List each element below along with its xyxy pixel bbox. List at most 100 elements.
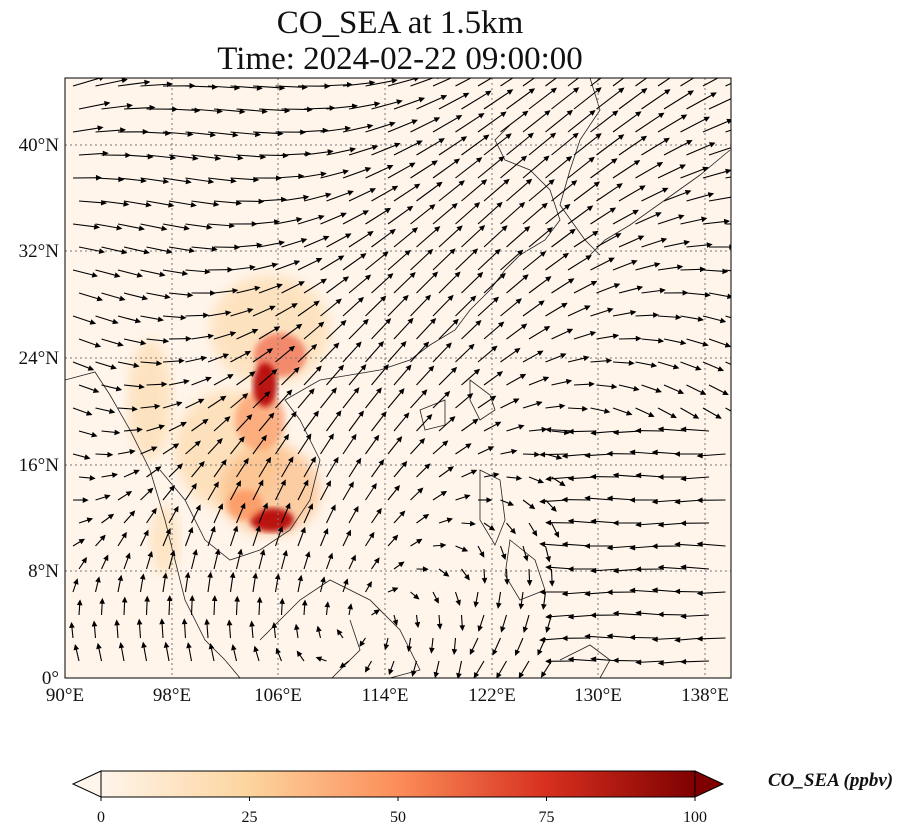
wind-arrow-shaft	[618, 88, 647, 110]
wind-arrow-head	[170, 154, 177, 161]
wind-arrow-head	[240, 502, 246, 510]
wind-arrow-head	[89, 475, 96, 481]
wind-arrow-shaft	[596, 183, 623, 202]
wind-arrow-head	[189, 594, 195, 601]
wind-arrow-head	[475, 319, 482, 327]
wind-arrow-head	[411, 670, 417, 677]
wind-arrow-shaft	[658, 613, 687, 616]
wind-arrow-head	[382, 364, 389, 371]
wind-arrow-shaft	[371, 143, 400, 156]
wind-arrow-head	[590, 518, 597, 525]
wind-arrow-head	[451, 648, 458, 655]
wind-arrow-head	[470, 295, 477, 302]
wind-arrow-head	[303, 194, 310, 201]
wind-arrow-head	[473, 368, 481, 375]
wind-arrow-head	[550, 87, 557, 94]
wind-arrow-head	[511, 448, 518, 455]
wind-arrow-shaft	[551, 87, 579, 110]
wind-arrow-head	[528, 503, 536, 510]
wind-arrow-head	[121, 78, 128, 84]
wind-arrow-head	[378, 459, 385, 466]
wind-arrow-head	[297, 574, 304, 582]
colorbar-min-extend	[71, 770, 102, 798]
wind-arrow-head	[606, 633, 613, 640]
wind-arrow-head	[612, 472, 619, 479]
wind-arrow-head	[680, 520, 687, 527]
wind-arrow-head	[222, 353, 230, 359]
wind-arrow-head	[159, 618, 165, 625]
wind-arrow-head	[253, 176, 260, 183]
wind-arrow-head	[161, 225, 168, 232]
wind-arrow-shaft	[393, 97, 424, 110]
wind-arrow-head	[444, 390, 451, 398]
wind-arrow-shaft	[393, 227, 418, 248]
wind-arrow-head	[210, 525, 216, 533]
wind-arrow-head	[528, 88, 536, 95]
wind-arrow-head	[447, 466, 454, 473]
wind-arrow-head	[494, 421, 502, 427]
wind-arrow-head	[307, 503, 313, 510]
wind-arrow-head	[520, 323, 528, 330]
wind-arrow-head	[414, 621, 421, 629]
wind-arrow-head	[618, 87, 625, 94]
wind-arrow-head	[173, 505, 179, 513]
wind-arrow-head	[591, 65, 595, 69]
wind-arrow-shaft	[275, 85, 307, 88]
wind-arrow-head	[87, 365, 95, 371]
wind-arrow-head	[151, 507, 157, 515]
wind-arrow-head	[285, 502, 291, 510]
wind-arrow-head	[125, 491, 133, 497]
wind-arrow-head	[185, 335, 192, 342]
wind-arrow-head	[69, 621, 75, 629]
wind-arrow-head	[489, 395, 497, 402]
lat-tick-label: 32°N	[19, 241, 60, 262]
wind-arrow-head	[300, 238, 308, 244]
wind-arrow-head	[154, 403, 161, 410]
wind-arrow-shaft	[590, 110, 618, 133]
wind-arrow-head	[290, 411, 297, 418]
wind-arrow-head	[606, 450, 613, 457]
wind-arrow-head	[677, 388, 685, 394]
wind-arrow-head	[119, 295, 126, 302]
wind-arrow-shaft	[702, 169, 731, 179]
wind-arrow-head	[606, 357, 613, 364]
wind-arrow-head	[680, 475, 687, 482]
wind-arrow-head	[229, 331, 237, 337]
wind-arrow-head	[560, 353, 567, 359]
wind-arrow-head	[165, 528, 171, 535]
wind-arrow-head	[655, 387, 662, 393]
wind-arrow-head	[428, 365, 435, 372]
wind-arrow-head	[296, 217, 303, 223]
wind-arrow-head	[343, 578, 349, 585]
wind-arrow-shaft	[618, 185, 645, 202]
wind-arrow-head	[653, 312, 660, 318]
wind-arrow-head	[145, 201, 152, 208]
wind-arrow-head	[505, 133, 512, 140]
wind-arrow-head	[125, 552, 131, 560]
wind-arrow-head	[323, 528, 329, 535]
lon-tick-label: 114°E	[362, 685, 409, 706]
wind-arrow-head	[504, 579, 510, 586]
wind-arrow-shaft	[635, 78, 648, 87]
wind-arrow-head	[453, 158, 461, 165]
wind-arrow-head	[342, 276, 350, 283]
wind-arrow-shaft	[641, 89, 670, 110]
wind-arrow-shaft	[590, 78, 602, 87]
wind-arrow-head	[674, 588, 681, 595]
wind-arrow-head	[473, 601, 479, 608]
wind-arrow-shaft	[630, 589, 659, 593]
wind-arrow-head	[419, 437, 426, 445]
wind-arrow-head	[584, 452, 591, 459]
wind-arrow-head	[464, 574, 470, 581]
wind-arrow-head	[674, 498, 681, 505]
wind-arrow-head	[214, 155, 222, 161]
wind-arrow-head	[401, 461, 408, 468]
colorbar-tick-label: 0	[97, 809, 105, 826]
wind-arrow-head	[112, 318, 119, 325]
wind-arrow-head	[190, 201, 197, 208]
wind-arrow-shaft	[573, 133, 602, 156]
wind-arrow-head	[129, 510, 136, 517]
wind-arrow-head	[545, 626, 551, 634]
wind-arrow-head	[586, 205, 594, 212]
wind-arrow-head	[584, 305, 591, 311]
